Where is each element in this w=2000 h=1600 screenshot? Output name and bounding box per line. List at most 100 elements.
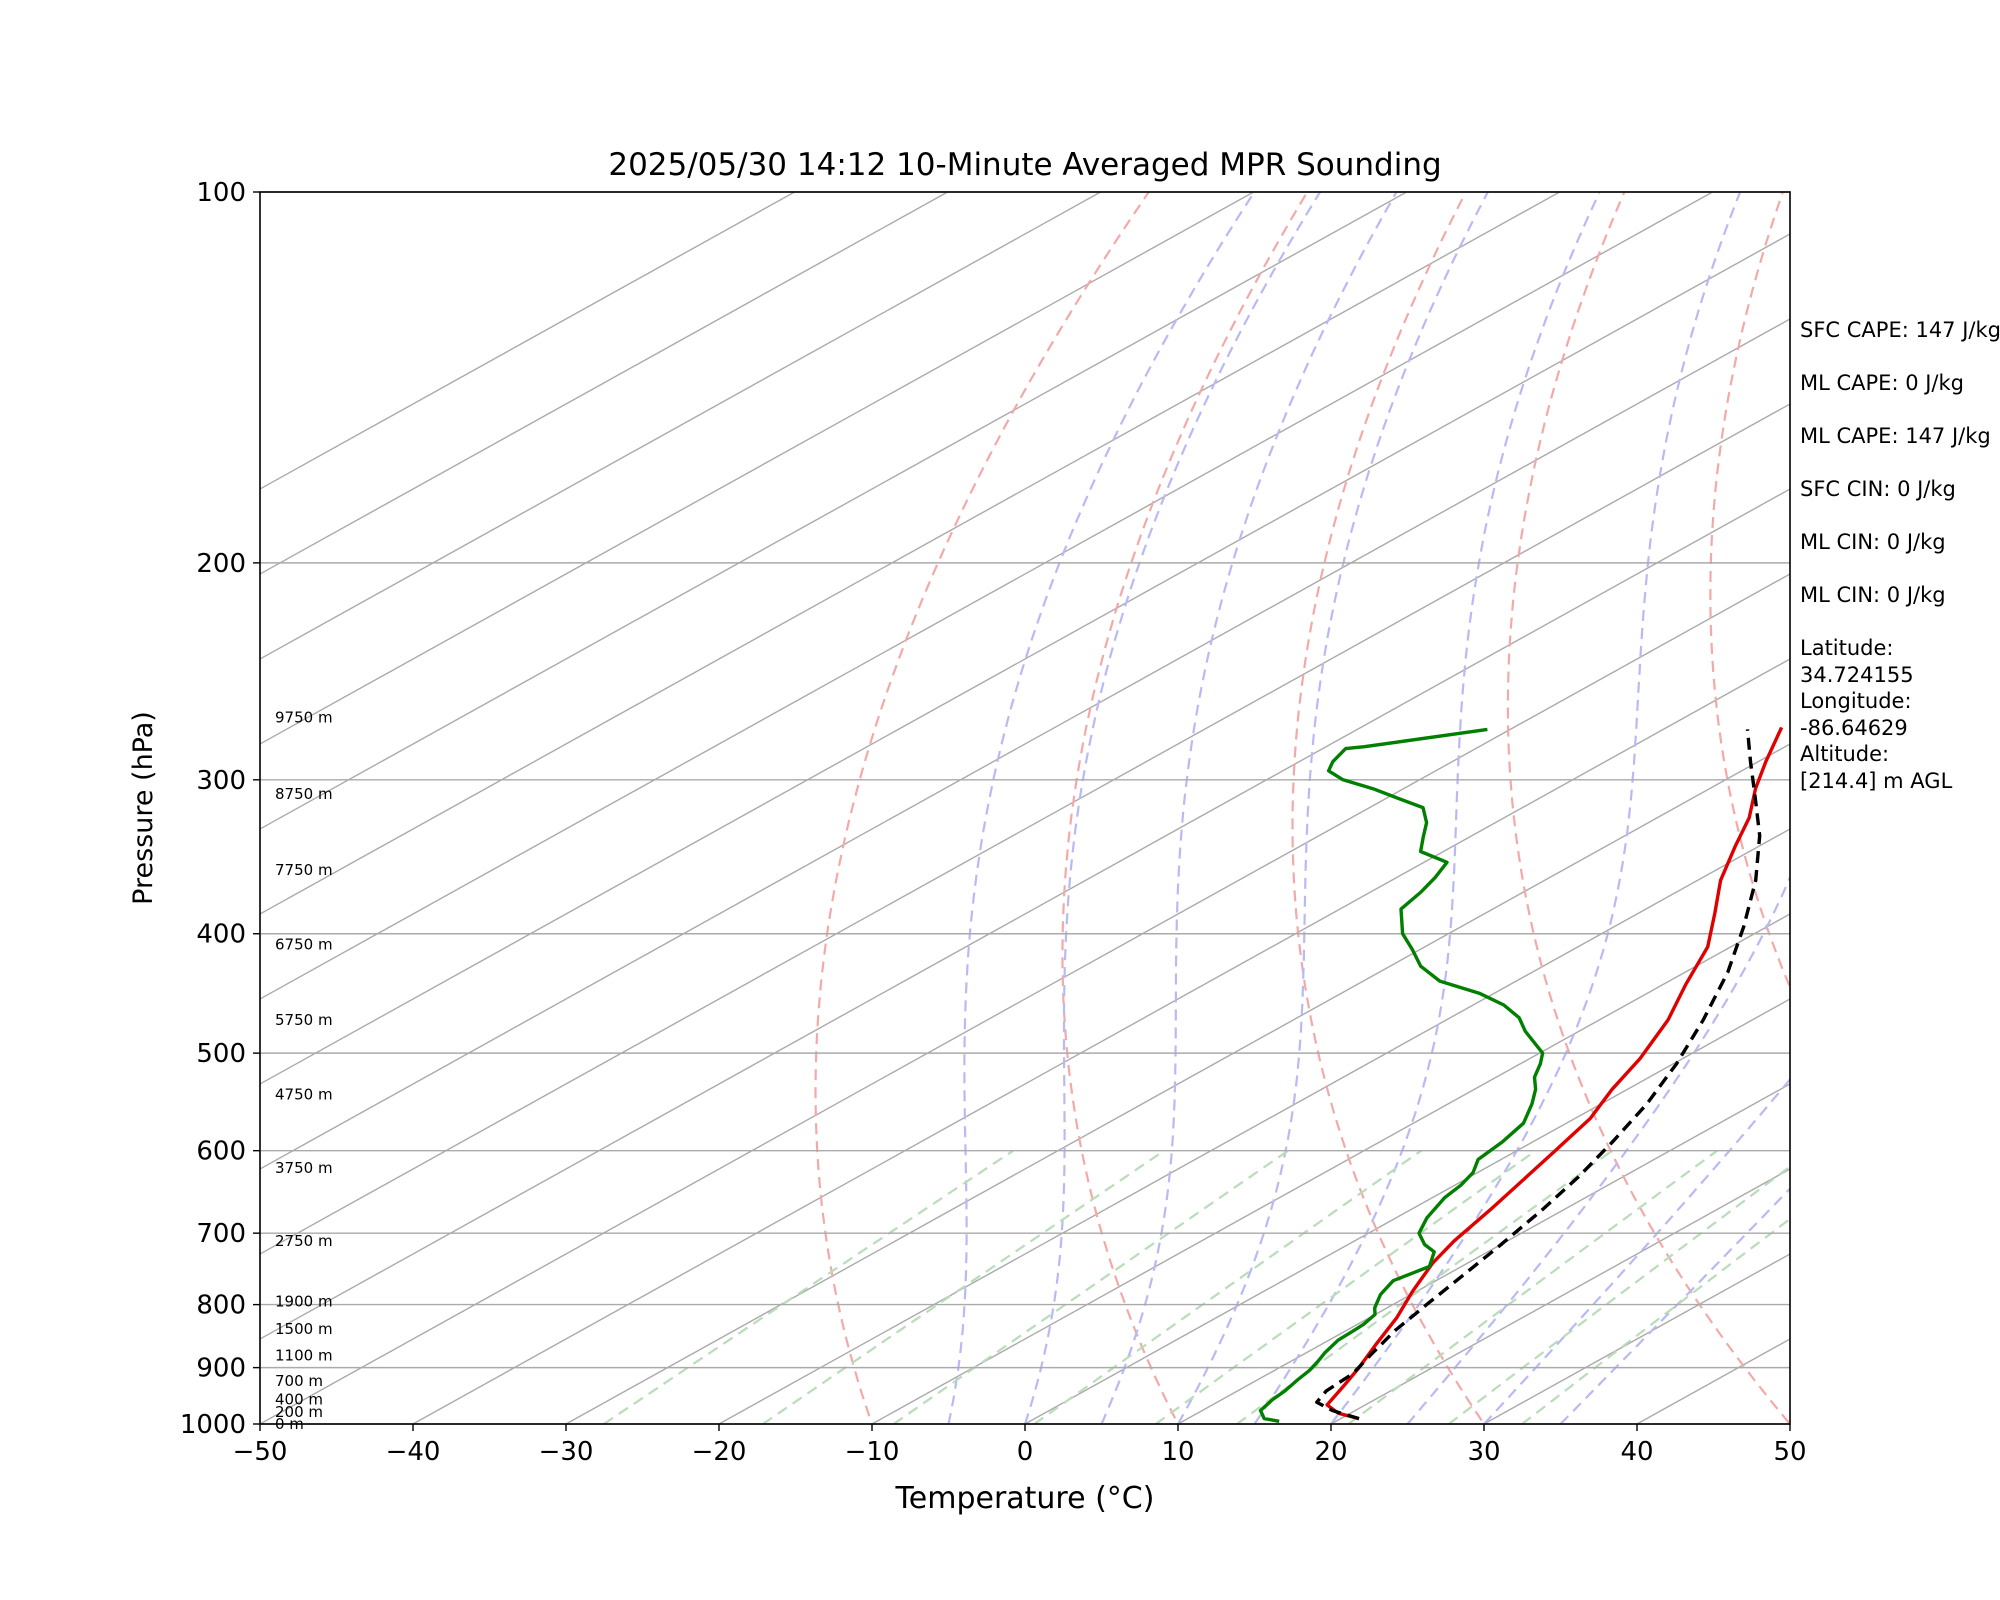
isotherm — [260, 488, 1790, 1340]
height-label: 200 m — [275, 1403, 323, 1421]
isotherm — [260, 573, 1790, 1424]
y-tick-label: 1000 — [180, 1410, 246, 1440]
stat-line: ML CAPE: 0 J/kg — [1800, 371, 1964, 395]
height-label: 8750 m — [275, 785, 333, 803]
x-axis-label: Temperature (°C) — [895, 1481, 1155, 1516]
height-label: 6750 m — [275, 935, 333, 953]
stat-line: SFC CIN: 0 J/kg — [1800, 477, 1956, 501]
y-tick-label: 400 — [196, 920, 246, 950]
y-tick-label: 200 — [196, 549, 246, 579]
temperature-profile — [1325, 726, 1784, 1421]
stat-entry: ML CIN: 0 J/kg — [1800, 583, 1946, 607]
axis-ticks: −50 −40 −30 −20 −10 0 10 20 30 40 50 1000 900 800 700 6… — [180, 178, 1807, 1467]
isotherm — [1482, 1253, 1790, 1424]
height-label: 2750 m — [275, 1232, 333, 1250]
dry-adiabat — [1709, 192, 1790, 991]
x-tick-label: −30 — [539, 1437, 594, 1467]
stat-entry: Altitude: [214.4] m AGL — [1800, 742, 1953, 793]
dewpoint-profile — [1258, 727, 1545, 1423]
x-tick-label: 20 — [1314, 1437, 1347, 1467]
chart-title: 2025/05/30 14:12 10-Minute Averaged MPR … — [608, 147, 1441, 183]
isotherm — [1788, 1423, 1790, 1424]
y-tick-label: 300 — [196, 766, 246, 796]
x-tick-label: 10 — [1161, 1437, 1194, 1467]
x-tick-label: −50 — [233, 1437, 288, 1467]
stat-line: ML CIN: 0 J/kg — [1800, 583, 1946, 607]
y-tick-label: 800 — [196, 1291, 246, 1321]
mixing-ratio-line — [762, 1149, 1165, 1424]
x-tick-label: −10 — [845, 1437, 900, 1467]
stat-line: Altitude: — [1800, 742, 1889, 766]
dry-adiabat — [814, 192, 1151, 1424]
x-tick-label: 40 — [1620, 1437, 1653, 1467]
stat-entry: ML CAPE: 0 J/kg — [1800, 371, 1964, 395]
stat-entry: SFC CAPE: 147 J/kg — [1800, 318, 2000, 342]
moist-adiabat — [947, 192, 1256, 1424]
height-label: 9750 m — [275, 708, 333, 726]
dry-adiabat — [1061, 192, 1309, 1424]
mixing-ratio-line — [1521, 1217, 1790, 1424]
isotherm — [1176, 1083, 1790, 1424]
y-axis-label: Pressure (hPa) — [128, 711, 159, 905]
height-label: 700 m — [275, 1372, 323, 1390]
stat-line: -86.64629 — [1800, 716, 1908, 740]
isotherm — [260, 192, 1256, 745]
height-label: 5750 m — [275, 1011, 333, 1029]
dry-adiabat — [1506, 192, 1790, 1424]
moist-adiabat — [1100, 192, 1398, 1424]
dry-adiabat — [1901, 165, 2000, 1451]
isotherm — [260, 403, 1790, 1255]
x-tick-label: 0 — [1017, 1437, 1034, 1467]
height-label: 1100 m — [275, 1347, 333, 1365]
mixing-ratio-line — [893, 1149, 1289, 1424]
y-tick-label: 700 — [196, 1219, 246, 1249]
stat-entry: ML CIN: 0 J/kg — [1800, 530, 1946, 554]
stat-line: ML CAPE: 147 J/kg — [1800, 424, 1991, 448]
height-label: 7750 m — [275, 861, 333, 879]
moist-adiabat — [1330, 192, 1742, 1424]
moist-adiabat — [1253, 192, 1601, 1424]
stat-line: Longitude: — [1800, 689, 1912, 713]
moist-adiabat — [1177, 192, 1489, 1424]
stat-line: 34.724155 — [1800, 663, 1914, 687]
x-tick-label: −20 — [692, 1437, 747, 1467]
y-tick-label: 100 — [196, 178, 246, 208]
dry-adiabat — [1291, 192, 1486, 1424]
isotherm — [1023, 998, 1790, 1424]
stats-panel: SFC CAPE: 147 J/kg ML CAPE: 0 J/kg ML CAPE… — [1800, 318, 2000, 793]
y-tick-label: 600 — [196, 1137, 246, 1167]
height-label: 3750 m — [275, 1159, 333, 1177]
moist-adiabat — [1406, 874, 1790, 1424]
height-label: 0 m — [275, 1415, 304, 1433]
background-lines — [260, 165, 2000, 1451]
y-tick-label: 900 — [196, 1354, 246, 1384]
mixing-ratio-line — [1448, 1165, 1790, 1424]
stat-entry: Latitude: 34.724155 — [1800, 636, 1914, 687]
isotherm — [260, 192, 950, 575]
isotherm — [260, 192, 1103, 660]
isotherm — [411, 658, 1790, 1424]
isotherm — [870, 913, 1790, 1424]
height-label: 400 m — [275, 1390, 323, 1408]
stat-entry: Longitude: -86.64629 — [1800, 689, 1912, 740]
isotherm — [260, 233, 1790, 1085]
stat-line: ML CIN: 0 J/kg — [1800, 530, 1946, 554]
isotherm — [260, 192, 1409, 830]
isotherm — [1329, 1168, 1790, 1424]
stat-entry: SFC CIN: 0 J/kg — [1800, 477, 1956, 501]
height-label: 1900 m — [275, 1292, 333, 1310]
x-tick-label: −40 — [386, 1437, 441, 1467]
isotherm — [1896, 165, 2000, 1451]
stat-line: SFC CAPE: 147 J/kg — [1800, 318, 2000, 342]
x-tick-label: 30 — [1467, 1437, 1500, 1467]
y-tick-label: 500 — [196, 1039, 246, 1069]
stat-entry: ML CAPE: 147 J/kg — [1800, 424, 1991, 448]
x-tick-label: 50 — [1773, 1437, 1806, 1467]
stat-line: [214.4] m AGL — [1800, 769, 1953, 793]
profile-lines — [1258, 726, 1784, 1423]
isotherm — [564, 743, 1790, 1424]
isotherm — [260, 192, 1715, 1000]
isotherm — [1635, 1338, 1790, 1424]
